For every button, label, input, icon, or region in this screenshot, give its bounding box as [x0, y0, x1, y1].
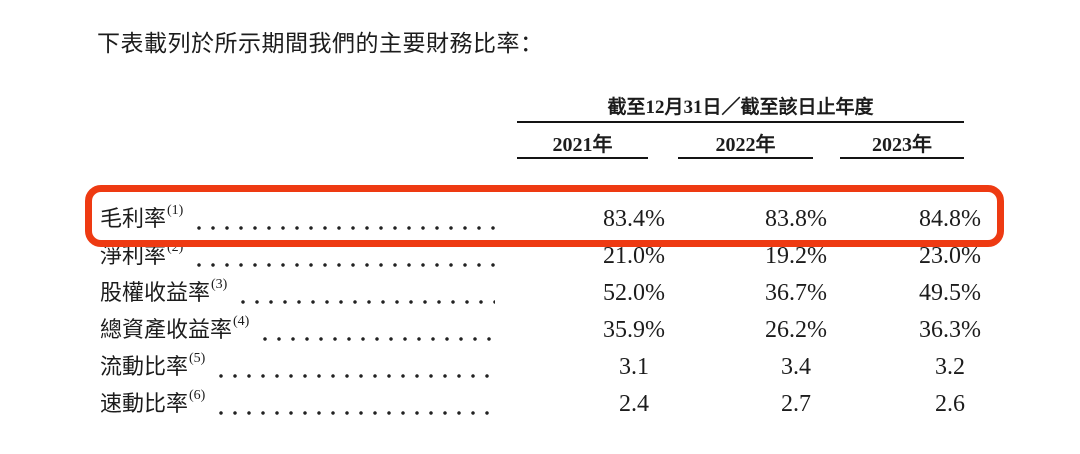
header-spanner-rule [517, 121, 964, 123]
cell-value: 19.2% [765, 243, 827, 269]
table-row-quick-ratio: 速動比率 (6) 2.4 2.7 2.6 [0, 388, 1080, 419]
cell-value: 36.3% [919, 317, 981, 343]
cell-value: 3.2 [935, 354, 965, 380]
row-label-cell: 毛利率 (1) [100, 203, 497, 234]
row-label-cell: 速動比率 (6) [100, 388, 497, 419]
cell-value: 84.8% [919, 206, 981, 232]
cell-value: 2.6 [935, 391, 965, 417]
footnote-marker: (1) [167, 203, 184, 218]
column-header-2022: 2022年 [715, 134, 776, 156]
cell-value: 83.8% [765, 206, 827, 232]
dot-leader [192, 263, 495, 267]
cell-value: 2.4 [619, 391, 649, 417]
dot-leader [258, 337, 495, 341]
cell-value: 23.0% [919, 243, 981, 269]
cell-value: 26.2% [765, 317, 827, 343]
dot-leader [236, 300, 495, 304]
cell-value: 52.0% [603, 280, 665, 306]
row-label: 速動比率 [100, 391, 189, 416]
table-row-net-margin: 淨利率 (2) 21.0% 19.2% 23.0% [0, 240, 1080, 271]
row-label: 股權收益率 [100, 280, 211, 305]
column-header-2021: 2021年 [552, 134, 613, 156]
dot-leader [192, 226, 495, 230]
column-rule-2022 [678, 157, 813, 159]
row-label-cell: 股權收益率 (3) [100, 277, 497, 308]
cell-value: 36.7% [765, 280, 827, 306]
table-row-current-ratio: 流動比率 (5) 3.1 3.4 3.2 [0, 351, 1080, 382]
column-header-2023: 2023年 [872, 134, 932, 156]
row-label: 總資產收益率 [100, 317, 233, 342]
footnote-marker: (5) [189, 351, 206, 366]
table-row-gross-margin: 毛利率 (1) 83.4% 83.8% 84.8% [0, 203, 1080, 234]
footnote-marker: (2) [167, 240, 184, 255]
row-label-cell: 淨利率 (2) [100, 240, 497, 271]
cell-value: 83.4% [603, 206, 665, 232]
cell-value: 2.7 [781, 391, 811, 417]
table-row-return-on-assets: 總資產收益率 (4) 35.9% 26.2% 36.3% [0, 314, 1080, 345]
column-rule-2023 [840, 157, 964, 159]
footnote-marker: (3) [211, 277, 228, 292]
row-label: 毛利率 [100, 206, 167, 231]
row-label: 淨利率 [100, 243, 167, 268]
row-label-cell: 流動比率 (5) [100, 351, 497, 382]
cell-value: 21.0% [603, 243, 665, 269]
cell-value: 3.4 [781, 354, 811, 380]
row-label: 流動比率 [100, 354, 189, 379]
page-title: 下表載列於所示期間我們的主要財務比率： [97, 31, 544, 56]
table-header-spanner: 截至12月31日／截至該日止年度 [607, 97, 874, 118]
dot-leader [214, 411, 495, 415]
column-rule-2021 [517, 157, 648, 159]
row-label-cell: 總資產收益率 (4) [100, 314, 497, 345]
footnote-marker: (6) [189, 388, 206, 403]
cell-value: 35.9% [603, 317, 665, 343]
table-row-return-on-equity: 股權收益率 (3) 52.0% 36.7% 49.5% [0, 277, 1080, 308]
dot-leader [214, 374, 495, 378]
cell-value: 3.1 [619, 354, 649, 380]
cell-value: 49.5% [919, 280, 981, 306]
footnote-marker: (4) [233, 314, 250, 329]
